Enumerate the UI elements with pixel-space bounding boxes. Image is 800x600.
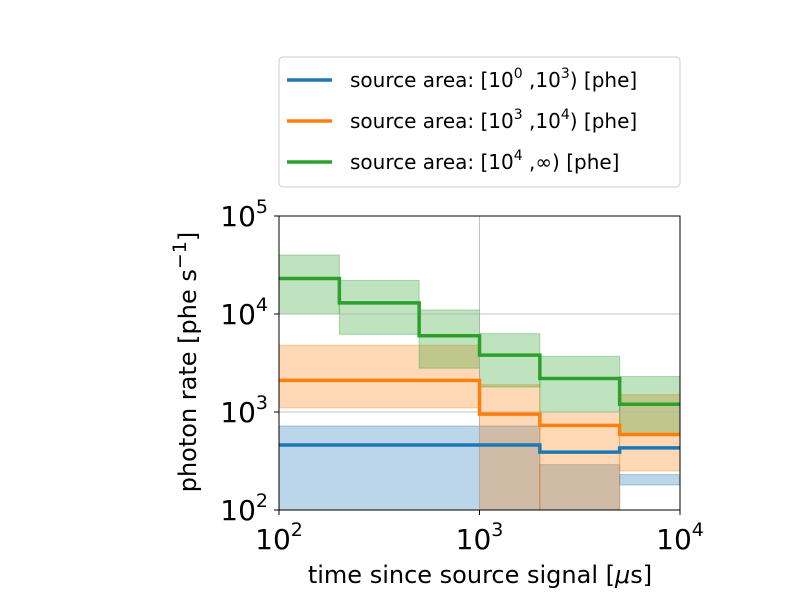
y-tick-label: 104 [220, 294, 268, 331]
series-line-2 [279, 378, 680, 437]
x-tick-label: 104 [656, 519, 704, 556]
legend-label-3: source area: [104 ,∞) [phe] [350, 148, 619, 174]
y-tick-label: 103 [220, 392, 268, 429]
x-tick-label: 103 [456, 519, 504, 556]
band-series-3-bin-3 [418, 309, 481, 369]
series-lines [279, 276, 680, 454]
series-line-1 [279, 443, 680, 454]
legend: source area: [100 ,103) [phe] source area… [278, 56, 681, 188]
band-series-3-bin-1 [278, 254, 340, 315]
band-series-3-bin-2 [338, 279, 420, 335]
legend-frame [278, 56, 681, 188]
x-axis-ticks: 102 103 104 [255, 510, 704, 556]
band-series-2-bin-2 [479, 384, 541, 511]
y-tick-label: 102 [220, 490, 268, 527]
x-tick-label: 102 [255, 519, 303, 556]
y-axis-ticks: 102 103 104 105 [220, 196, 279, 527]
y-tick-label: 105 [220, 196, 268, 233]
legend-label-1: source area: [100 ,103) [phe] [350, 66, 637, 92]
band-series-3-bin-4 [479, 333, 541, 388]
series-line-3 [279, 276, 680, 406]
band-series-1-bin-4 [619, 474, 681, 486]
band-series-1-bin-2 [479, 425, 541, 511]
legend-label-2: source area: [103 ,104) [phe] [350, 107, 637, 133]
band-series-1-bin-3 [539, 464, 621, 511]
uncertainty-bands [278, 254, 681, 511]
band-series-2-bin-3 [539, 411, 621, 511]
y-axis-label: photon rate [phe s−1] [169, 232, 202, 493]
x-axis-label: time since source signal [μs] [308, 561, 652, 589]
band-series-3-bin-5 [539, 355, 621, 413]
band-series-1-bin-1 [278, 425, 480, 511]
